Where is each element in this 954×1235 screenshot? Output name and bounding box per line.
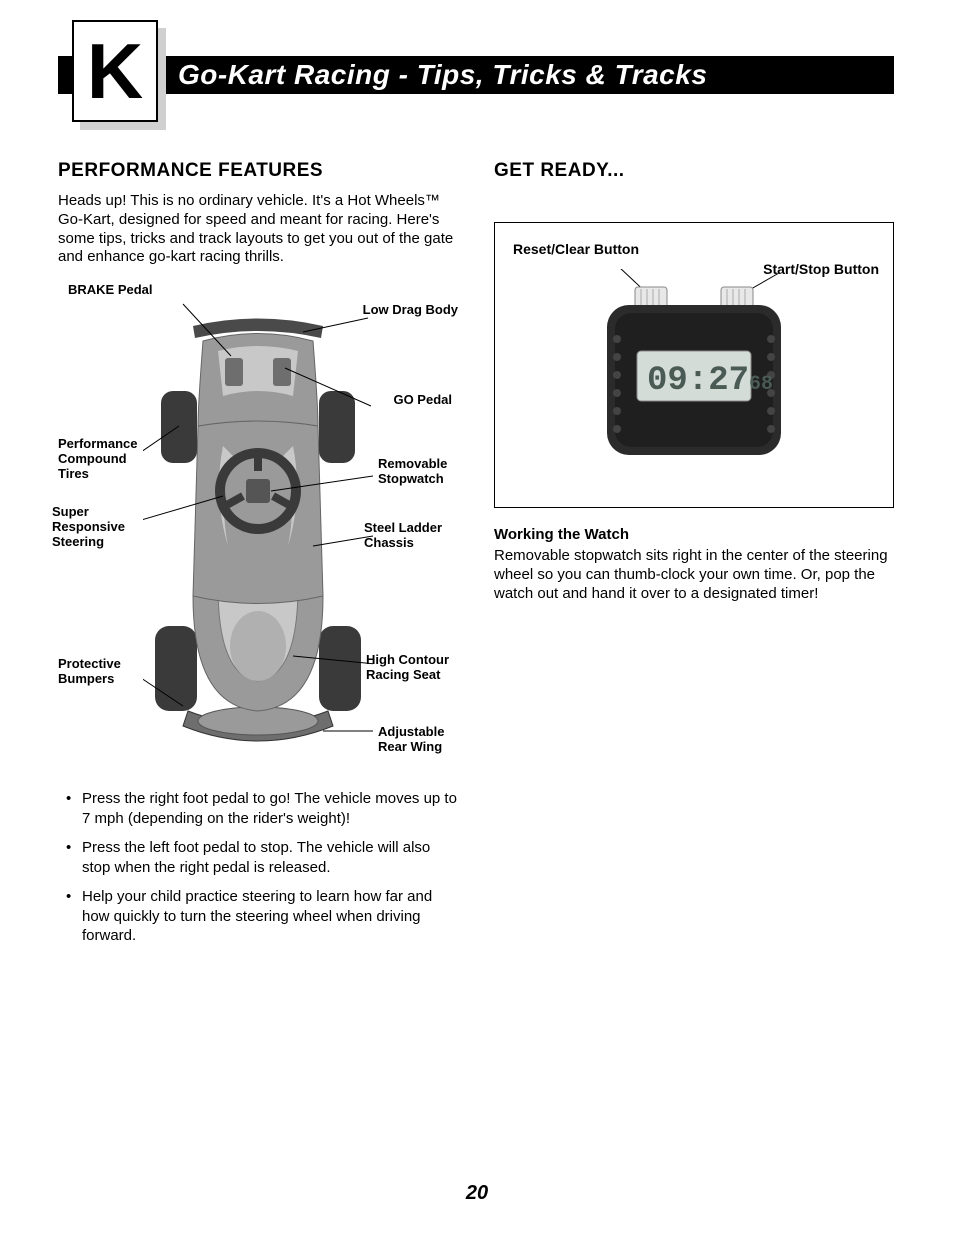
label-low-drag-body: Low Drag Body xyxy=(363,303,458,318)
label-brake-pedal: BRAKE Pedal xyxy=(68,283,153,298)
header-bar: Go-Kart Racing - Tips, Tricks & Tracks xyxy=(58,56,894,94)
page-number: 20 xyxy=(0,1182,954,1205)
label-chassis: Steel Ladder Chassis xyxy=(364,521,452,551)
left-column: PERFORMANCE FEATURES Heads up! This is n… xyxy=(58,160,458,956)
performance-intro: Heads up! This is no ordinary vehicle. I… xyxy=(58,192,458,267)
list-item: Press the right foot pedal to go! The ve… xyxy=(58,789,458,828)
section-letter: K xyxy=(87,32,143,110)
kart-illustration xyxy=(143,296,373,756)
label-steering: Super Responsive Steering xyxy=(52,505,162,550)
label-compound-tires: Performance Compound Tires xyxy=(58,437,158,482)
get-ready-heading: GET READY... xyxy=(494,160,894,182)
performance-heading: PERFORMANCE FEATURES xyxy=(58,160,458,182)
label-removable-stopwatch: Removable Stopwatch xyxy=(378,457,458,487)
working-watch-para: Removable stopwatch sits right in the ce… xyxy=(494,547,894,603)
kart-diagram: BRAKE Pedal Low Drag Body GO Pedal Perfo… xyxy=(58,281,458,771)
section-letter-badge: K xyxy=(72,20,166,130)
label-go-pedal: GO Pedal xyxy=(393,393,452,408)
right-column: GET READY... Reset/Clear Button Start/St… xyxy=(494,160,894,956)
label-seat: High Contour Racing Seat xyxy=(366,653,458,683)
stopwatch-illustration: 09:2768 xyxy=(579,269,809,489)
list-item: Help your child practice steering to lea… xyxy=(58,887,458,946)
label-wing: Adjustable Rear Wing xyxy=(378,725,458,755)
label-bumpers: Protective Bumpers xyxy=(58,657,138,687)
label-reset-button: Reset/Clear Button xyxy=(513,241,639,257)
instructions-list: Press the right foot pedal to go! The ve… xyxy=(58,789,458,946)
list-item: Press the left foot pedal to stop. The v… xyxy=(58,838,458,877)
working-watch-heading: Working the Watch xyxy=(494,526,894,543)
stopwatch-figure: Reset/Clear Button Start/Stop Button xyxy=(494,222,894,508)
header-title: Go-Kart Racing - Tips, Tricks & Tracks xyxy=(178,59,707,91)
